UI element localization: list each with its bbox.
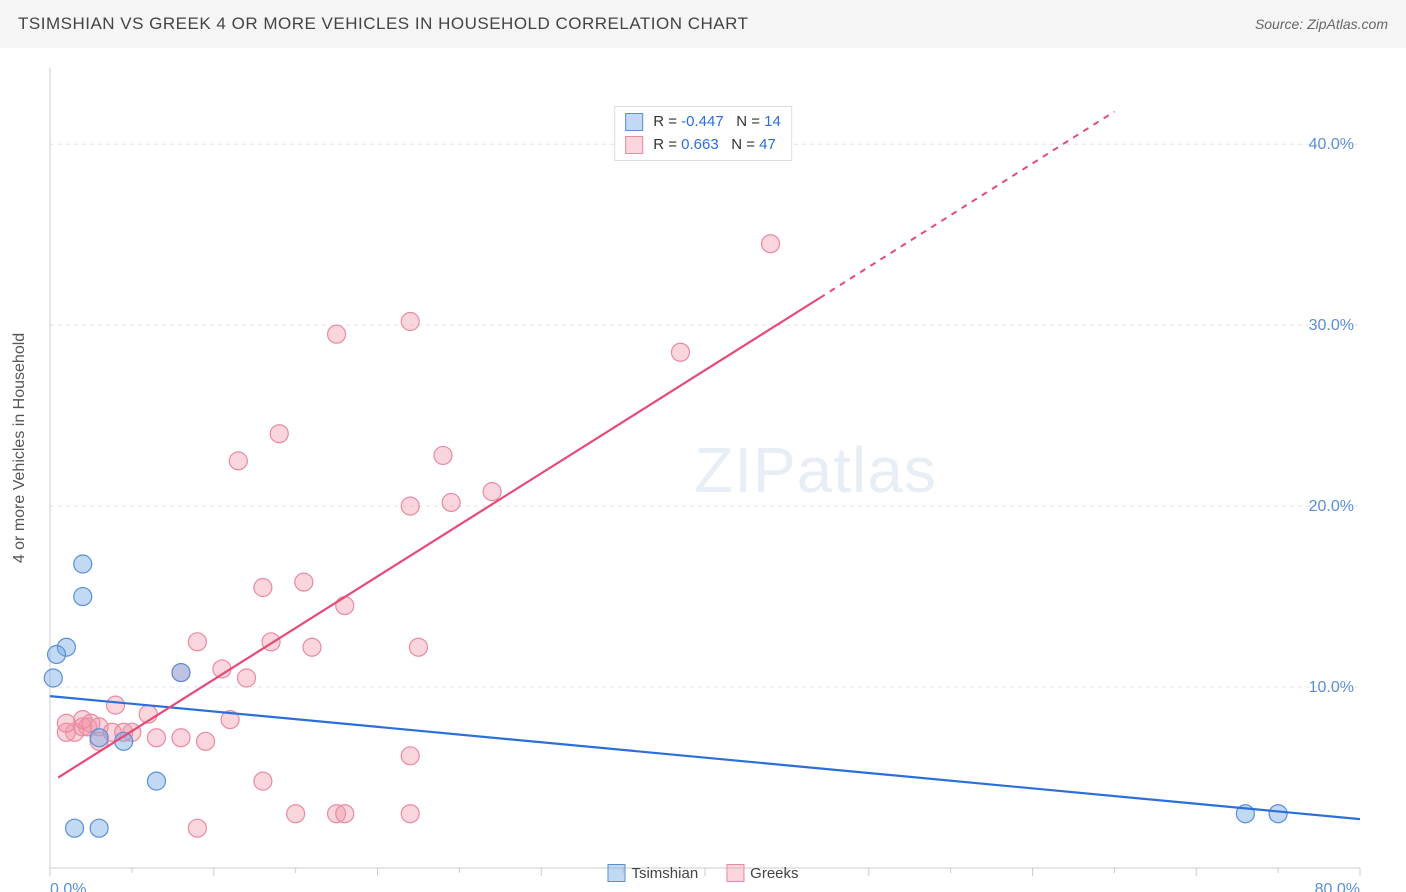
legend-swatch bbox=[607, 864, 625, 882]
data-point bbox=[328, 325, 346, 343]
data-point bbox=[434, 446, 452, 464]
scatter-chart: 10.0% 20.0% 30.0% 40.0% 0.0% 80.0% bbox=[0, 48, 1406, 892]
data-point bbox=[90, 729, 108, 747]
data-point bbox=[409, 638, 427, 656]
chart-title: TSIMSHIAN VS GREEK 4 OR MORE VEHICLES IN… bbox=[18, 14, 749, 34]
legend-swatch bbox=[726, 864, 744, 882]
data-point bbox=[336, 805, 354, 823]
data-point bbox=[66, 819, 84, 837]
chart-area: 4 or more Vehicles in Household 10.0% 20.… bbox=[0, 48, 1406, 892]
chart-source: Source: ZipAtlas.com bbox=[1255, 16, 1388, 32]
legend-label: Greeks bbox=[750, 865, 798, 882]
data-point bbox=[442, 493, 460, 511]
svg-text:30.0%: 30.0% bbox=[1309, 317, 1354, 334]
legend-label: Tsimshian bbox=[631, 865, 698, 882]
data-point bbox=[188, 819, 206, 837]
legend-swatch bbox=[625, 136, 643, 154]
data-point bbox=[188, 633, 206, 651]
data-point bbox=[303, 638, 321, 656]
svg-text:40.0%: 40.0% bbox=[1309, 136, 1354, 153]
data-point bbox=[254, 579, 272, 597]
data-point bbox=[74, 588, 92, 606]
data-point bbox=[287, 805, 305, 823]
data-point bbox=[147, 729, 165, 747]
trend-line-greeks bbox=[58, 298, 819, 778]
legend-item: Greeks bbox=[726, 864, 798, 882]
data-point bbox=[197, 732, 215, 750]
data-point bbox=[90, 819, 108, 837]
correlation-legend: R = -0.447 N = 14R = 0.663 N = 47 bbox=[614, 106, 792, 161]
series-legend: Tsimshian Greeks bbox=[607, 864, 798, 882]
svg-text:20.0%: 20.0% bbox=[1309, 498, 1354, 515]
corr-legend-row: R = 0.663 N = 47 bbox=[625, 134, 781, 157]
legend-item: Tsimshian bbox=[607, 864, 698, 882]
data-point bbox=[44, 669, 62, 687]
data-point bbox=[107, 696, 125, 714]
data-point bbox=[295, 573, 313, 591]
legend-swatch bbox=[625, 113, 643, 131]
svg-text:80.0%: 80.0% bbox=[1315, 881, 1360, 892]
data-point bbox=[401, 805, 419, 823]
corr-legend-row: R = -0.447 N = 14 bbox=[625, 111, 781, 134]
y-axis-label: 4 or more Vehicles in Household bbox=[11, 333, 29, 563]
data-point bbox=[270, 425, 288, 443]
data-point bbox=[1269, 805, 1287, 823]
data-point bbox=[48, 645, 66, 663]
data-point bbox=[57, 714, 75, 732]
data-point bbox=[401, 497, 419, 515]
svg-text:10.0%: 10.0% bbox=[1309, 679, 1354, 696]
svg-text:0.0%: 0.0% bbox=[50, 881, 86, 892]
data-point bbox=[172, 664, 190, 682]
data-point bbox=[238, 669, 256, 687]
data-point bbox=[147, 772, 165, 790]
data-point bbox=[671, 343, 689, 361]
data-point bbox=[254, 772, 272, 790]
data-point bbox=[483, 483, 501, 501]
chart-header: TSIMSHIAN VS GREEK 4 OR MORE VEHICLES IN… bbox=[0, 0, 1406, 48]
data-point bbox=[401, 313, 419, 331]
data-point bbox=[172, 729, 190, 747]
data-point bbox=[762, 235, 780, 253]
trend-line-greeks-ext bbox=[820, 112, 1115, 298]
trend-line-tsimshian bbox=[50, 696, 1360, 819]
data-point bbox=[74, 555, 92, 573]
data-point bbox=[336, 597, 354, 615]
data-point bbox=[401, 747, 419, 765]
data-point bbox=[229, 452, 247, 470]
